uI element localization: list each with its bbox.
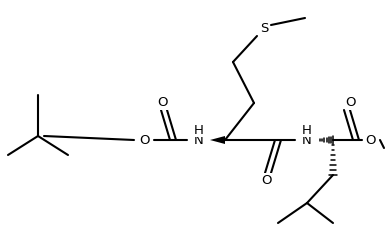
Text: O: O xyxy=(366,133,376,147)
Polygon shape xyxy=(210,136,225,144)
Text: O: O xyxy=(261,174,271,186)
Text: N: N xyxy=(194,133,204,147)
Text: S: S xyxy=(260,22,268,34)
Text: O: O xyxy=(157,96,167,110)
Text: H: H xyxy=(302,124,312,136)
Text: N: N xyxy=(302,133,312,147)
Text: O: O xyxy=(139,133,149,147)
Text: O: O xyxy=(346,96,356,110)
Text: H: H xyxy=(194,124,204,136)
